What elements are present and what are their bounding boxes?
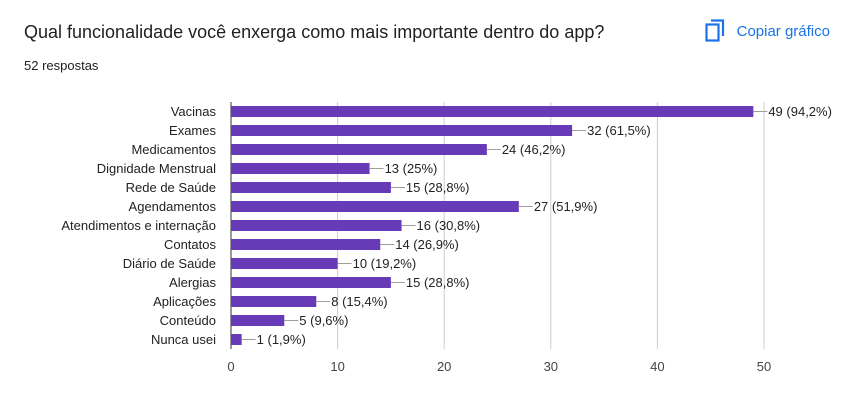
x-tick-label: 20 (437, 359, 451, 374)
bar (231, 258, 338, 269)
question-title: Qual funcionalidade você enxerga como ma… (24, 22, 605, 42)
x-tick-label: 10 (330, 359, 344, 374)
data-label: 15 (28,8%) (406, 180, 470, 195)
data-label: 15 (28,8%) (406, 275, 470, 290)
bar (231, 239, 381, 250)
copy-icon (705, 19, 725, 43)
data-label: 32 (61,5%) (587, 123, 651, 138)
category-label: Vacinas (171, 104, 217, 119)
category-label: Dignidade Menstrual (97, 161, 216, 176)
category-label: Diário de Saúde (123, 256, 216, 271)
category-label: Alergias (169, 275, 216, 290)
x-tick-label: 40 (650, 359, 664, 374)
data-label: 5 (9,6%) (299, 313, 348, 328)
x-tick-label: 30 (544, 359, 558, 374)
bar (231, 334, 242, 345)
bar (231, 182, 391, 193)
data-label: 27 (51,9%) (534, 199, 598, 214)
category-label: Aplicações (153, 294, 216, 309)
data-label: 10 (19,2%) (353, 256, 417, 271)
category-label: Conteúdo (160, 313, 216, 328)
bar (231, 125, 573, 136)
x-tick-label: 50 (757, 359, 771, 374)
category-label: Rede de Saúde (126, 180, 216, 195)
category-label: Agendamentos (129, 199, 217, 214)
data-label: 16 (30,8%) (417, 218, 481, 233)
data-label: 49 (94,2%) (768, 104, 832, 119)
bar (231, 277, 391, 288)
data-label: 13 (25%) (385, 161, 438, 176)
bar (231, 220, 402, 231)
bar (231, 144, 487, 155)
data-label: 8 (15,4%) (331, 294, 387, 309)
bar (231, 201, 519, 212)
copy-chart-button[interactable]: Copiar gráfico (705, 19, 830, 43)
data-label: 1 (1,9%) (257, 332, 306, 347)
category-label: Atendimentos e internação (61, 218, 216, 233)
bar (231, 106, 754, 117)
category-label: Medicamentos (131, 142, 216, 157)
category-label: Contatos (164, 237, 217, 252)
copy-chart-label: Copiar gráfico (736, 22, 830, 40)
data-label: 24 (46,2%) (502, 142, 566, 157)
category-label: Exames (169, 123, 216, 138)
data-label: 14 (26,9%) (395, 237, 459, 252)
category-label: Nunca usei (151, 332, 216, 347)
bar (231, 315, 285, 326)
bar (231, 296, 317, 307)
bar (231, 163, 370, 174)
x-tick-label: 0 (227, 359, 234, 374)
response-count: 52 respostas (24, 58, 99, 73)
